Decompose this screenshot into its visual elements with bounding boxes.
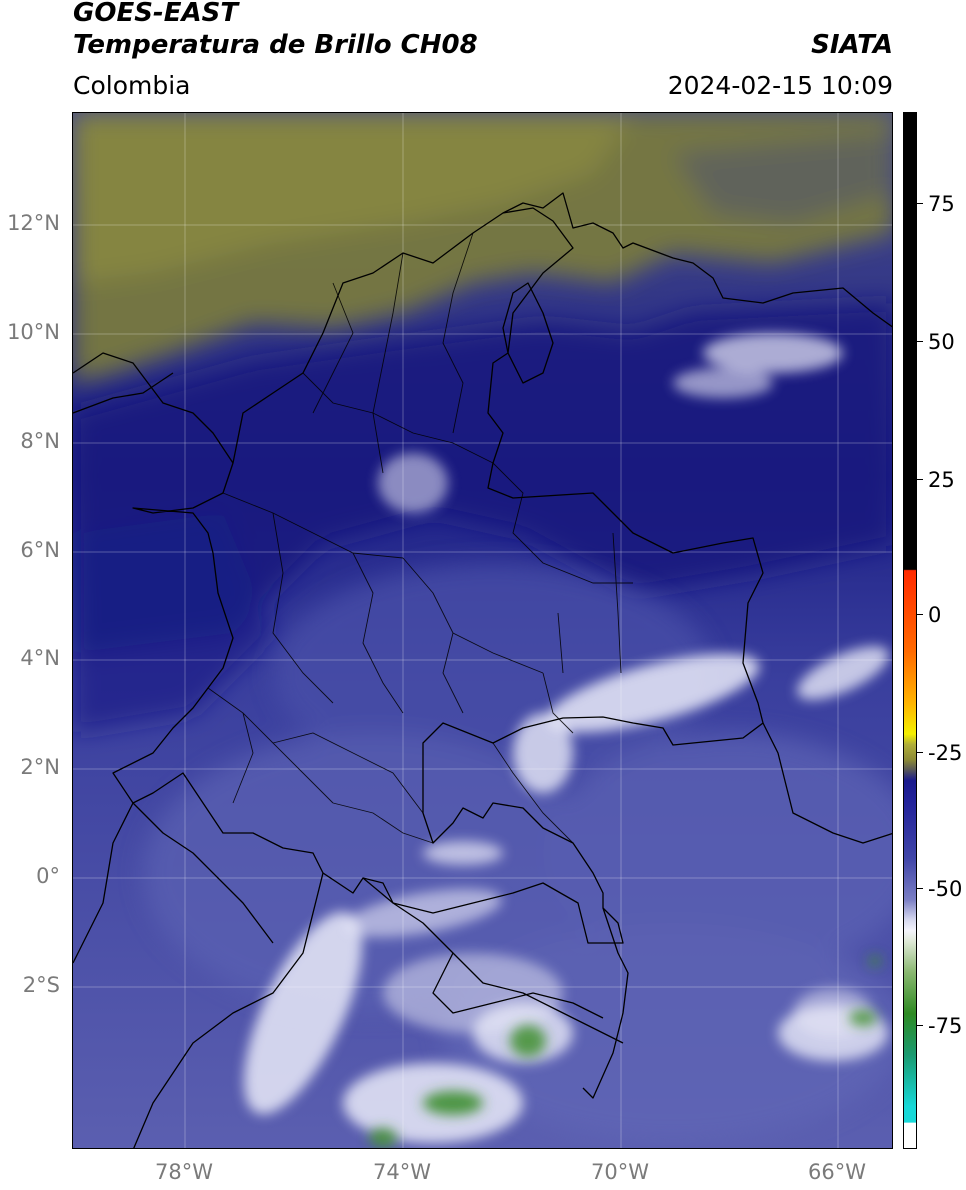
- country-borders: [73, 192, 892, 1148]
- title-line-2: Temperatura de Brillo CH08: [73, 30, 478, 60]
- region-label: Colombia: [73, 71, 191, 100]
- lon-label-70W: 70°W: [591, 1160, 649, 1184]
- panama-border: [73, 352, 234, 464]
- cb-tick-0: [917, 614, 923, 616]
- ecuador-coast: [73, 802, 134, 964]
- lake-maracaibo: [502, 282, 554, 384]
- cb-tick-25: [917, 479, 923, 481]
- pacific-coast-ec: [132, 802, 274, 944]
- dry-air-band: [73, 113, 892, 383]
- lat-label-2S: 2°S: [22, 973, 60, 997]
- venezuela-coast: [502, 192, 892, 328]
- amazon-river: [362, 877, 624, 1044]
- department-boundaries: [207, 232, 633, 844]
- cb-label-25: 25: [928, 468, 955, 492]
- map-canvas: [73, 113, 892, 1148]
- lon-label-74W: 74°W: [373, 1160, 431, 1184]
- lat-label-12N: 12°N: [7, 211, 60, 235]
- datetime-label: 2024-02-15 10:09: [667, 71, 893, 100]
- peru-border: [582, 907, 629, 1099]
- cb-label-0: 0: [928, 603, 942, 627]
- lat-label-8N: 8°N: [20, 429, 60, 453]
- cb-label-minus75: -75: [928, 1014, 963, 1038]
- colorbar-fill: [904, 113, 916, 1148]
- cold-cloud-tops: [369, 956, 881, 1148]
- lat-label-2N: 2°N: [20, 755, 60, 779]
- lat-label-6N: 6°N: [20, 538, 60, 562]
- cb-label-minus50: -50: [928, 877, 963, 901]
- brand-label: SIATA: [811, 30, 893, 60]
- convective-clouds: [244, 333, 889, 1143]
- cb-tick-minus25: [917, 752, 923, 754]
- lon-label-66W: 66°W: [808, 1160, 866, 1184]
- cb-tick-minus75: [917, 1025, 923, 1027]
- ecuador-peru: [133, 872, 324, 1148]
- lat-label-10N: 10°N: [7, 320, 60, 344]
- gridlines: [73, 113, 892, 1148]
- cb-tick-minus50: [917, 888, 923, 890]
- cb-tick-75: [917, 203, 923, 205]
- title-line-1: GOES-EAST: [73, 0, 239, 28]
- cb-label-50: 50: [928, 330, 955, 354]
- cb-label-75: 75: [928, 192, 955, 216]
- colorbar: [903, 112, 917, 1149]
- satellite-map[interactable]: [72, 112, 893, 1149]
- venezuela-brazil-border: [762, 722, 892, 844]
- southern-border: [432, 952, 604, 1019]
- lat-label-0: 0°: [36, 864, 60, 888]
- panama-north: [73, 372, 174, 414]
- colombia-border: [112, 207, 764, 944]
- colorbar-canvas: [904, 113, 916, 1148]
- cb-tick-50: [917, 341, 923, 343]
- lat-label-4N: 4°N: [20, 646, 60, 670]
- lon-label-78W: 78°W: [155, 1160, 213, 1184]
- cb-label-minus25: -25: [928, 741, 963, 765]
